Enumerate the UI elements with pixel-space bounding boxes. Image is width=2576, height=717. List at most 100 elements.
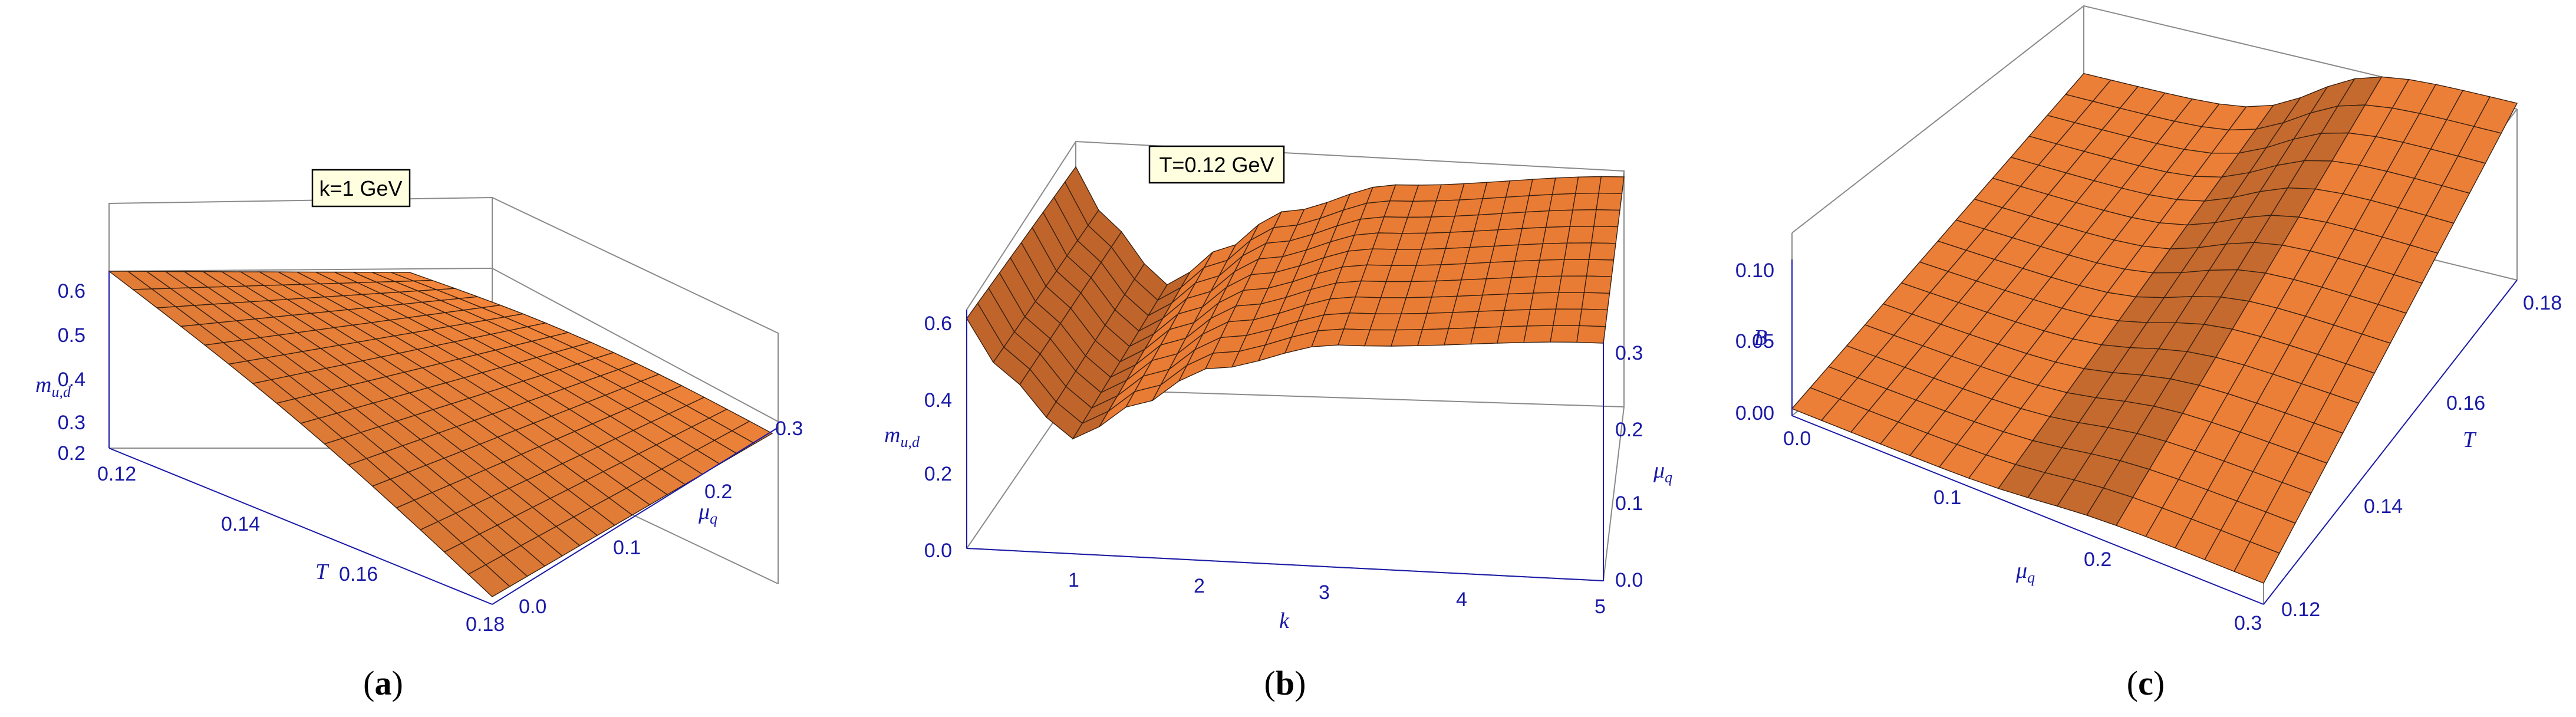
panel-b-x-axis [966,548,1604,581]
surface-cell [1501,195,1530,214]
panel-b-y-label: μq [1653,458,1672,486]
panel-a-y-tick: 0.0 [519,596,546,618]
panel-c: 0.10 0.05 0.00 B 0.0 0.1 0.2 0.3 μq 0.12… [1735,5,2562,702]
surface-cell [1440,246,1471,265]
surface-cell [1417,328,1450,347]
surface-cell [1588,242,1616,261]
panel-b-x-tick: 2 [1194,575,1205,597]
surface-cell [1536,259,1565,277]
surface-cell [1505,179,1533,198]
surface-cell [1431,279,1462,298]
panel-b-z-tick: 0.6 [924,313,952,335]
panel-c-x-label: μq [2015,558,2035,586]
surface-cell [1500,309,1531,327]
surface-cell [1529,292,1560,310]
panel-c-y-label: T [2463,427,2477,452]
surface-cell [1583,275,1612,294]
panel-b-z-ticks: 0.6 0.4 0.2 0.0 [924,313,952,562]
surface-cell [1461,262,1491,281]
panel-b-x-tick: 5 [1595,596,1606,618]
surface-cell [1507,276,1537,295]
surface-cell [1533,275,1562,294]
panel-c-z-ticks: 0.10 0.05 0.00 [1735,259,1774,425]
panel-c-x-tick: 0.1 [1933,486,1961,509]
surface-cell [1551,176,1579,195]
panel-a-y-tick: 0.2 [704,481,732,503]
panel-b-y-ticks: 0.0 0.1 0.2 0.3 [1615,342,1643,591]
surface-cell [1473,213,1503,232]
surface-cell [1497,325,1528,344]
panel-a-z-tick: 0.2 [58,442,85,465]
surface-cell [1590,226,1619,244]
panel-a-surface [107,271,773,597]
panel-c-y-tick: 0.12 [2281,598,2320,621]
panel-a-z-tick: 0.4 [58,369,85,391]
panel-c-y-tick: 0.18 [2523,292,2562,314]
panel-c-y-tick: 0.14 [2364,495,2403,518]
panel-b-x-ticks: 1 2 3 4 5 [1068,569,1606,618]
panel-b-surface [966,166,1625,440]
panel-c-z-tick: 0.10 [1735,259,1774,282]
panel-c-surface [1791,73,2518,584]
panel-c-x-axis [1791,415,2264,605]
surface-cell [1523,325,1554,343]
panel-c-z-label: B [1754,325,1767,350]
panel-c-x-tick: 0.2 [2084,548,2111,571]
surface-cell [1478,293,1508,312]
surface-cell [1552,308,1583,327]
surface-cell [1563,242,1592,260]
panel-a-y-axis [492,427,779,605]
panel-b-x-tick: 4 [1456,588,1467,611]
panel-a-x-tick: 0.12 [97,463,136,485]
panel-a-x-ticks: 0.12 0.14 0.16 0.18 [97,463,505,636]
surface-cell [1395,313,1428,331]
surface-cell [1426,295,1458,314]
surface-cell [1518,226,1547,246]
surface-cell [1526,308,1557,327]
panel-b-y-tick: 0.2 [1615,419,1643,441]
surface-cell [1490,244,1519,263]
panel-a-x-label: T [315,560,330,584]
surface-cell [1444,327,1475,346]
panel-c-z-tick: 0.00 [1735,402,1774,425]
panel-a-z-tick: 0.5 [58,324,85,347]
panel-b-x-tick: 1 [1068,569,1079,591]
panel-b-z-tick: 0.4 [924,389,952,412]
surface-cell [1504,292,1534,311]
svg-text:k=1 GeV: k=1 GeV [319,176,402,200]
svg-text:T=0.12 GeV: T=0.12 GeV [1159,153,1274,177]
surface-cell [1550,325,1580,343]
panel-a-y-tick: 0.1 [613,537,641,559]
surface-cell [1421,312,1454,330]
panel-c-x-tick: 0.3 [2234,612,2262,634]
surface-cell [1521,210,1550,229]
panel-b: T=0.12 GeV 0.6 0.4 0.2 0.0 mu,d 1 2 3 4 … [884,140,1672,702]
panel-a-x-tick: 0.18 [466,613,505,636]
surface-cell [1542,226,1571,245]
surface-cell [1576,325,1606,344]
surface-cell [1545,209,1573,228]
panel-c-x-ticks: 0.0 0.1 0.2 0.3 [1783,427,2262,634]
panel-a-z-tick: 0.6 [58,280,85,302]
surface-cell [1514,243,1544,262]
panel-a-z-label: mu,d [35,373,71,400]
surface-cell [1596,192,1623,211]
panel-a-annotation: k=1 GeV [311,169,411,208]
panel-a-x-axis [108,448,493,605]
surface-cell [1435,263,1467,282]
panel-b-z-label: mu,d [884,423,920,450]
surface-cell [1465,245,1495,264]
panel-a-y-label: μq [698,499,717,527]
panel-b-y-tick: 0.3 [1615,342,1643,364]
surface-cell [1579,308,1608,327]
panel-a-x-tick: 0.14 [221,513,260,535]
panel-a: k=1 GeV 0.6 0.5 0.4 0.3 0.2 mu,d 0.12 0.… [35,169,803,702]
panel-b-annotation: T=0.12 GeV [1148,145,1285,184]
surface-cell [1482,277,1512,296]
panel-a-z-tick: 0.3 [58,412,85,434]
surface-cell [1525,194,1553,213]
panel-b-x-label: k [1279,609,1290,633]
surface-cell [1549,193,1576,212]
surface-cell [1586,259,1615,277]
